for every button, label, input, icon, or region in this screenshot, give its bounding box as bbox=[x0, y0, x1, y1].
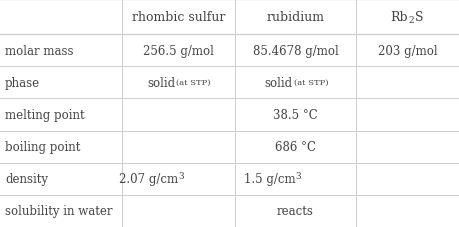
Text: 3: 3 bbox=[295, 171, 301, 180]
Text: phase: phase bbox=[5, 76, 40, 89]
Text: (at STP): (at STP) bbox=[176, 79, 210, 87]
Text: 38.5 °C: 38.5 °C bbox=[273, 109, 317, 121]
Text: molar mass: molar mass bbox=[5, 44, 73, 57]
Text: 2: 2 bbox=[408, 15, 413, 24]
Text: (at STP): (at STP) bbox=[293, 79, 327, 87]
Text: density: density bbox=[5, 173, 48, 185]
Text: solid: solid bbox=[147, 76, 175, 89]
Text: Rb: Rb bbox=[390, 11, 408, 24]
Text: 2.07 g/cm: 2.07 g/cm bbox=[119, 173, 178, 185]
Text: melting point: melting point bbox=[5, 109, 84, 121]
Text: boiling point: boiling point bbox=[5, 141, 80, 153]
Text: 85.4678 g/mol: 85.4678 g/mol bbox=[252, 44, 338, 57]
Text: solubility in water: solubility in water bbox=[5, 205, 112, 217]
Text: 686 °C: 686 °C bbox=[274, 141, 315, 153]
Text: rubidium: rubidium bbox=[266, 11, 324, 24]
Text: 1.5 g/cm: 1.5 g/cm bbox=[243, 173, 295, 185]
Text: 3: 3 bbox=[178, 171, 184, 180]
Text: rhombic sulfur: rhombic sulfur bbox=[131, 11, 224, 24]
Text: solid: solid bbox=[264, 76, 292, 89]
Text: reacts: reacts bbox=[276, 205, 313, 217]
Text: 203 g/mol: 203 g/mol bbox=[378, 44, 437, 57]
Text: 256.5 g/mol: 256.5 g/mol bbox=[142, 44, 213, 57]
Text: S: S bbox=[414, 11, 423, 24]
